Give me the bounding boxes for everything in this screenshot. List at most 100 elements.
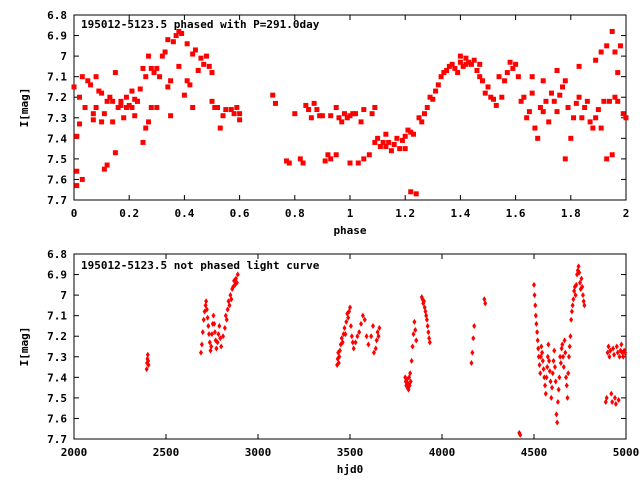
data-point (554, 68, 560, 73)
data-point (540, 357, 545, 364)
y-tick-label: 6.9 (47, 30, 67, 43)
data-point (499, 94, 505, 100)
data-point (198, 349, 203, 356)
data-point (209, 70, 215, 76)
data-point (617, 43, 623, 49)
data-point (457, 53, 463, 59)
y-tick-label: 7 (60, 50, 67, 63)
data-point (143, 74, 149, 80)
data-point (413, 327, 418, 334)
data-point (469, 359, 474, 366)
data-point (623, 115, 629, 121)
data-point (391, 142, 397, 147)
data-point (470, 349, 475, 356)
data-point (532, 281, 536, 288)
data-point (359, 320, 364, 327)
data-point (361, 156, 367, 162)
data-point (206, 63, 212, 69)
data-point (550, 384, 555, 391)
data-point (568, 333, 573, 340)
data-point (614, 343, 619, 350)
data-point (222, 325, 227, 331)
data-point (405, 127, 411, 133)
plot-title: 195012-5123.5 phased with P=291.0day (81, 18, 320, 31)
data-point (360, 312, 365, 319)
data-point (159, 53, 165, 59)
data-point (582, 105, 588, 110)
data-point (621, 353, 626, 360)
data-point (388, 148, 394, 154)
data-point (234, 279, 239, 286)
data-point (317, 113, 323, 119)
data-point (140, 65, 146, 71)
data-point (328, 156, 334, 162)
data-point (607, 353, 612, 360)
data-point (474, 68, 480, 73)
data-point (144, 366, 149, 373)
data-point (438, 74, 444, 80)
data-point (569, 316, 574, 323)
data-point (457, 59, 463, 65)
data-point (311, 100, 317, 106)
y-tick-label: 7.7 (47, 194, 67, 207)
data-point (364, 333, 369, 340)
data-point (414, 337, 419, 344)
y-axis-title: I[mag] (18, 327, 31, 367)
y-tick-label: 7.6 (47, 412, 67, 425)
data-point (82, 105, 88, 110)
data-point (468, 61, 474, 67)
y-tick-label: 7.7 (47, 433, 67, 446)
data-point (77, 94, 83, 100)
data-point (126, 102, 132, 108)
data-point (491, 96, 497, 102)
data-point (207, 339, 212, 346)
data-point (424, 312, 429, 319)
data-point (176, 63, 182, 69)
data-point (502, 78, 508, 84)
x-tick-label: 0.4 (174, 207, 194, 220)
data-point (593, 115, 599, 121)
data-point (235, 271, 240, 278)
data-point (380, 139, 386, 145)
data-point (427, 94, 433, 100)
x-tick-label: 1.6 (506, 207, 526, 220)
data-point (551, 357, 556, 364)
y-tick-label: 6.8 (47, 9, 67, 22)
x-tick-label: 1.8 (561, 207, 581, 220)
data-point (187, 82, 193, 88)
data-point (270, 92, 276, 98)
data-point (146, 357, 151, 364)
data-point (559, 345, 564, 352)
data-point (104, 98, 110, 104)
data-point (383, 131, 389, 137)
data-point (143, 125, 149, 131)
data-point (145, 351, 150, 358)
data-point (79, 176, 85, 182)
data-point (208, 347, 213, 354)
data-point (536, 353, 541, 360)
y-tick-label: 6.9 (47, 269, 67, 282)
data-point (545, 353, 550, 360)
data-point (118, 102, 124, 108)
data-point (615, 98, 621, 104)
data-point (510, 65, 516, 71)
data-point (552, 364, 557, 371)
data-point (375, 135, 381, 141)
data-point (540, 78, 546, 84)
data-point (204, 306, 209, 313)
data-point (507, 59, 513, 65)
data-point (546, 119, 552, 125)
data-point (209, 343, 214, 350)
data-point (604, 43, 610, 49)
data-point (538, 353, 543, 360)
data-point (537, 362, 542, 368)
data-point (564, 374, 569, 381)
data-point (539, 343, 544, 350)
data-point (374, 337, 379, 344)
data-point (535, 135, 541, 141)
data-point (557, 374, 562, 381)
data-point (101, 166, 107, 172)
data-point (201, 61, 207, 67)
data-point (613, 401, 618, 408)
data-point (162, 49, 168, 55)
